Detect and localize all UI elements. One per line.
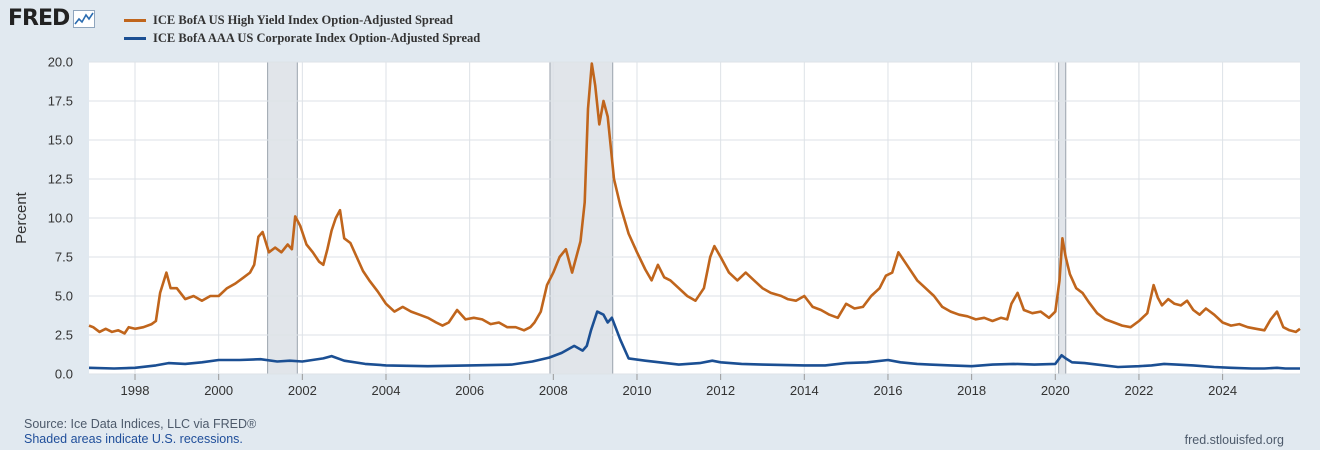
x-tick-label: 2022: [1124, 383, 1153, 398]
y-tick-label: 7.5: [55, 250, 73, 265]
site-credit[interactable]: fred.stlouisfed.org: [1184, 433, 1284, 447]
x-tick-label: 2018: [957, 383, 986, 398]
x-tick-label: 2024: [1208, 383, 1237, 398]
y-axis-ticks: 0.0 2.5 5.0 7.5 10.0 12.5 15.0 17.5 20.0: [48, 55, 73, 382]
x-tick-label: 2006: [455, 383, 484, 398]
legend-swatch-high-yield: [124, 18, 146, 22]
x-axis-ticks: 1998 2000 2002 2004 2006 2008 2010 2012 2014 2016…: [121, 374, 1237, 398]
legend-label-high-yield: ICE BofA US High Yield Index Option-Adju…: [153, 12, 453, 27]
x-tick-label: 2004: [372, 383, 401, 398]
y-tick-label: 20.0: [48, 55, 73, 70]
y-tick-label: 15.0: [48, 133, 73, 148]
series-line-aaa: [88, 310, 1300, 370]
source-note: Source: Ice Data Indices, LLC via FRED®: [24, 417, 257, 431]
x-tick-label: 2016: [874, 383, 903, 398]
series-line-high-yield: [88, 62, 1301, 335]
y-tick-label: 0.0: [55, 367, 73, 382]
x-tick-label: 2014: [790, 383, 819, 398]
x-tick-label: 2010: [623, 383, 652, 398]
y-tick-label: 12.5: [48, 172, 73, 187]
chart-legend: ICE BofA US High Yield Index Option-Adju…: [124, 11, 480, 47]
x-tick-label: 2002: [288, 383, 317, 398]
series-lines: [88, 62, 1301, 370]
y-axis-label: Percent: [13, 191, 30, 244]
x-tick-label: 2008: [539, 383, 568, 398]
x-tick-label: 2020: [1041, 383, 1070, 398]
y-tick-label: 2.5: [55, 328, 73, 343]
fred-logo[interactable]: FRED: [8, 6, 96, 31]
fred-graph-icon: [73, 9, 96, 28]
legend-label-aaa: ICE BofA AAA US Corporate Index Option-A…: [153, 30, 481, 45]
y-tick-label: 10.0: [48, 211, 73, 226]
logo-text: FRED: [8, 6, 70, 31]
footer-notes: Source: Ice Data Indices, LLC via FRED® …: [24, 417, 256, 447]
y-tick-label: 5.0: [55, 289, 73, 304]
x-tick-label: 2000: [204, 383, 233, 398]
legend-swatch-aaa: [124, 36, 146, 40]
x-tick-label: 1998: [121, 383, 150, 398]
x-tick-label: 2012: [706, 383, 735, 398]
legend-item-high-yield[interactable]: ICE BofA US High Yield Index Option-Adju…: [124, 11, 480, 29]
gridlines: [89, 61, 1300, 375]
legend-item-aaa[interactable]: ICE BofA AAA US Corporate Index Option-A…: [124, 29, 480, 47]
y-tick-label: 17.5: [48, 94, 73, 109]
recession-note: Shaded areas indicate U.S. recessions.: [24, 432, 243, 446]
